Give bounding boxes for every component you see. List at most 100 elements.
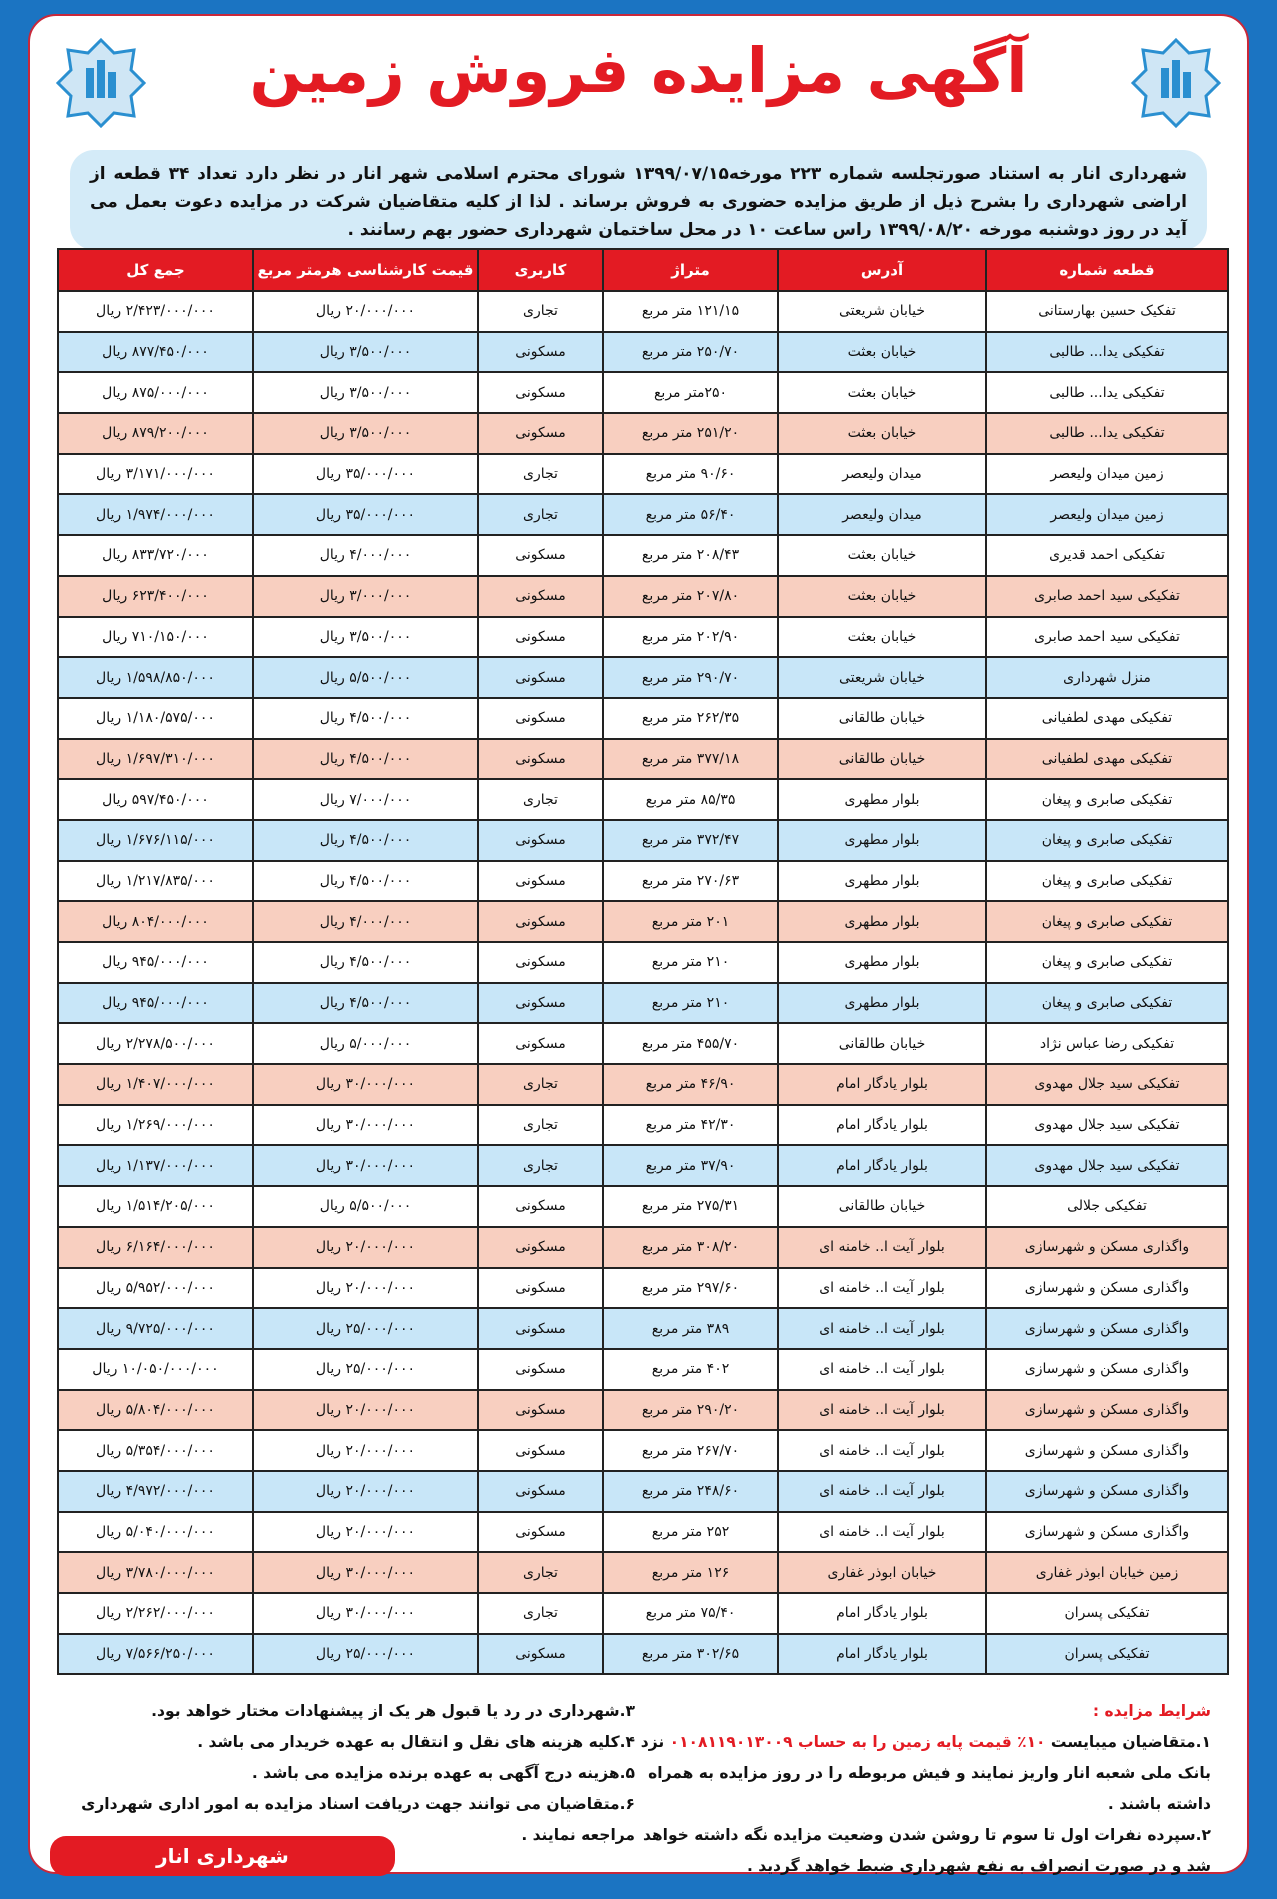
cell-parcel: واگذاری مسکن و شهرسازی	[985, 1388, 1229, 1432]
cell-total: ۶۲۳/۴۰۰/۰۰۰ ریال	[57, 574, 254, 618]
cell-usage: تجاری	[477, 493, 604, 537]
cell-parcel: تفکیکی سید احمد صابری	[985, 615, 1229, 659]
signature-badge: شهرداری انار	[50, 1836, 395, 1876]
table-row: تفکیکی رضا عباس نژاد خیابان طالقانی ۴۵۵/۷۰…	[57, 1022, 1229, 1066]
cell-parcel: تفکیکی سید جلال مهدوی	[985, 1063, 1229, 1106]
cell-total: ۲/۲۶۲/۰۰۰/۰۰۰ ریال	[57, 1592, 254, 1635]
cell-unit-price: ۴/۰۰۰/۰۰۰ ریال	[252, 900, 479, 943]
table-row: واگذاری مسکن و شهرسازی بلوار آیت ا.. خامن…	[57, 1388, 1229, 1432]
cell-usage: تجاری	[477, 1551, 604, 1594]
cell-total: ۱/۹۷۴/۰۰۰/۰۰۰ ریال	[57, 493, 254, 537]
cell-total: ۸۷۹/۲۰۰/۰۰۰ ریال	[57, 412, 254, 455]
cell-unit-price: ۴/۵۰۰/۰۰۰ ریال	[252, 859, 479, 903]
table-row: منزل شهرداری خیابان شریعتی ۲۹۰/۷۰ متر مربع…	[57, 656, 1229, 699]
table-row: تفکیکی سید احمد صابری خیابان بعثت ۲۰۲/۹۰ م…	[57, 615, 1229, 659]
cell-usage: مسکونی	[477, 1469, 604, 1513]
cell-unit-price: ۳۵/۰۰۰/۰۰۰ ریال	[252, 452, 479, 496]
cell-total: ۵/۸۰۴/۰۰۰/۰۰۰ ریال	[57, 1388, 254, 1432]
cell-area: ۲۰۲/۹۰ متر مربع	[602, 615, 779, 659]
cell-address: بلوار یادگار امام	[777, 1103, 987, 1147]
cell-area: ۲۱۰ متر مربع	[602, 941, 779, 984]
cell-total: ۱/۵۱۴/۲۰۵/۰۰۰ ریال	[57, 1185, 254, 1228]
cell-unit-price: ۲۰/۰۰۰/۰۰۰ ریال	[252, 290, 479, 333]
cell-address: خیابان طالقانی	[777, 1022, 987, 1066]
cell-address: بلوار آیت ا.. خامنه ای	[777, 1225, 987, 1269]
table-row: واگذاری مسکن و شهرسازی بلوار آیت ا.. خامن…	[57, 1347, 1229, 1391]
cell-unit-price: ۴/۰۰۰/۰۰۰ ریال	[252, 534, 479, 577]
cell-area: ۵۶/۴۰ متر مربع	[602, 493, 779, 537]
cell-usage: مسکونی	[477, 1266, 604, 1310]
cell-parcel: زمین میدان ولیعصر	[985, 452, 1229, 496]
cell-area: ۲۵۰/۷۰ متر مربع	[602, 330, 779, 374]
cell-usage: تجاری	[477, 290, 604, 333]
header-unit-price: قیمت کارشناسی هرمتر مربع	[252, 248, 479, 292]
municipality-logo-icon	[1131, 38, 1221, 128]
table-row: واگذاری مسکن و شهرسازی بلوار آیت ا.. خامن…	[57, 1469, 1229, 1513]
cell-usage: مسکونی	[477, 818, 604, 862]
condition-5: ۵.هزینه درج آگهی به عهده برنده مزایده می…	[251, 1764, 635, 1782]
cell-parcel: تفکیکی صابری و پیغان	[985, 941, 1229, 984]
table-row: تفکیکی صابری و پیغان بلوار مطهری ۳۷۲/۴۷ مت…	[57, 818, 1229, 862]
cell-area: ۲۵۱/۲۰ متر مربع	[602, 412, 779, 455]
cell-total: ۱/۱۳۷/۰۰۰/۰۰۰ ریال	[57, 1144, 254, 1188]
table-row: تفکیکی سید جلال مهدوی بلوار یادگار امام ۴۶…	[57, 1063, 1229, 1106]
cell-total: ۱/۲۱۷/۸۳۵/۰۰۰ ریال	[57, 859, 254, 903]
header-address: آدرس	[777, 248, 987, 292]
cell-total: ۳/۱۷۱/۰۰۰/۰۰۰ ریال	[57, 452, 254, 496]
table-row: واگذاری مسکن و شهرسازی بلوار آیت ا.. خامن…	[57, 1510, 1229, 1554]
cell-unit-price: ۲۰/۰۰۰/۰۰۰ ریال	[252, 1388, 479, 1432]
page-title: آگهی مزایده فروش زمین	[249, 34, 1028, 107]
cell-address: میدان ولیعصر	[777, 493, 987, 537]
cell-parcel: تفکیکی مهدی لطفیانی	[985, 737, 1229, 781]
cell-area: ۳۰۸/۲۰ متر مربع	[602, 1225, 779, 1269]
cell-unit-price: ۳۰/۰۰۰/۰۰۰ ریال	[252, 1063, 479, 1106]
cell-unit-price: ۳/۵۰۰/۰۰۰ ریال	[252, 615, 479, 659]
table-row: تفکیکی جلالی خیابان طالقانی ۲۷۵/۳۱ متر مرب…	[57, 1185, 1229, 1228]
cell-total: ۹۴۵/۰۰۰/۰۰۰ ریال	[57, 981, 254, 1025]
cell-parcel: تفکیکی صابری و پیغان	[985, 859, 1229, 903]
cell-parcel: تفکیکی سید جلال مهدوی	[985, 1103, 1229, 1147]
condition-4: ۴.کلیه هزینه های نقل و انتقال به عهده خر…	[197, 1733, 635, 1751]
cell-parcel: تفکیکی سید احمد صابری	[985, 574, 1229, 618]
cell-usage: تجاری	[477, 1063, 604, 1106]
cell-parcel: تفکیکی پسران	[985, 1632, 1229, 1676]
cell-total: ۵۹۷/۴۵۰/۰۰۰ ریال	[57, 778, 254, 821]
cell-area: ۲۵۰متر مربع	[602, 371, 779, 415]
table-row: تفکیکی پسران بلوار یادگار امام ۳۰۲/۶۵ متر …	[57, 1632, 1229, 1676]
cell-address: خیابان بعثت	[777, 371, 987, 415]
cell-parcel: تفکیکی صابری و پیغان	[985, 900, 1229, 943]
cell-parcel: تفکیکی صابری و پیغان	[985, 818, 1229, 862]
cell-area: ۷۵/۴۰ متر مربع	[602, 1592, 779, 1635]
cell-area: ۳۷۷/۱۸ متر مربع	[602, 737, 779, 781]
cell-parcel: تفکیکی صابری و پیغان	[985, 981, 1229, 1025]
cell-address: خیابان طالقانی	[777, 737, 987, 781]
cell-usage: مسکونی	[477, 1388, 604, 1432]
cell-address: خیابان طالقانی	[777, 1185, 987, 1228]
cell-total: ۸۷۷/۴۵۰/۰۰۰ ریال	[57, 330, 254, 374]
land-table: قطعه شماره آدرس متراژ کاربری قیمت کارشنا…	[57, 248, 1229, 1676]
table-row: تفکیکی یدا... طالبی خیابان بعثت ۲۵۱/۲۰ متر…	[57, 412, 1229, 455]
condition-1-text: ۱.متقاضیان میبایست	[1045, 1733, 1211, 1751]
cell-address: بلوار آیت ا.. خامنه ای	[777, 1266, 987, 1310]
cell-parcel: واگذاری مسکن و شهرسازی	[985, 1266, 1229, 1310]
municipality-logo-icon	[56, 38, 146, 128]
table-row: تفکیکی صابری و پیغان بلوار مطهری ۲۱۰ متر م…	[57, 981, 1229, 1025]
cell-address: بلوار مطهری	[777, 859, 987, 903]
cell-total: ۵/۰۴۰/۰۰۰/۰۰۰ ریال	[57, 1510, 254, 1554]
cell-unit-price: ۵/۰۰۰/۰۰۰ ریال	[252, 1022, 479, 1066]
cell-usage: مسکونی	[477, 900, 604, 943]
cell-address: بلوار آیت ا.. خامنه ای	[777, 1347, 987, 1391]
cell-area: ۴۶/۹۰ متر مربع	[602, 1063, 779, 1106]
condition-1-highlight: ۱۰٪ قیمت پایه زمین را به حساب ۰۱۰۸۱۱۹۰۱۳…	[669, 1733, 1046, 1751]
table-row: تفکیکی یدا... طالبی خیابان بعثت ۲۵۰متر مرب…	[57, 371, 1229, 415]
header-total: جمع کل	[57, 248, 254, 292]
cell-area: ۳۸۹ متر مربع	[602, 1307, 779, 1350]
table-row: واگذاری مسکن و شهرسازی بلوار آیت ا.. خامن…	[57, 1266, 1229, 1310]
cell-address: بلوار مطهری	[777, 900, 987, 943]
cell-area: ۸۵/۳۵ متر مربع	[602, 778, 779, 821]
cell-unit-price: ۲۰/۰۰۰/۰۰۰ ریال	[252, 1429, 479, 1472]
cell-unit-price: ۴/۵۰۰/۰۰۰ ریال	[252, 941, 479, 984]
cell-parcel: منزل شهرداری	[985, 656, 1229, 699]
ad-card: آگهی مزایده فروش زمین شهرداری انار به اس…	[28, 14, 1249, 1876]
conditions-title: شرایط مزایده :	[1092, 1702, 1211, 1720]
